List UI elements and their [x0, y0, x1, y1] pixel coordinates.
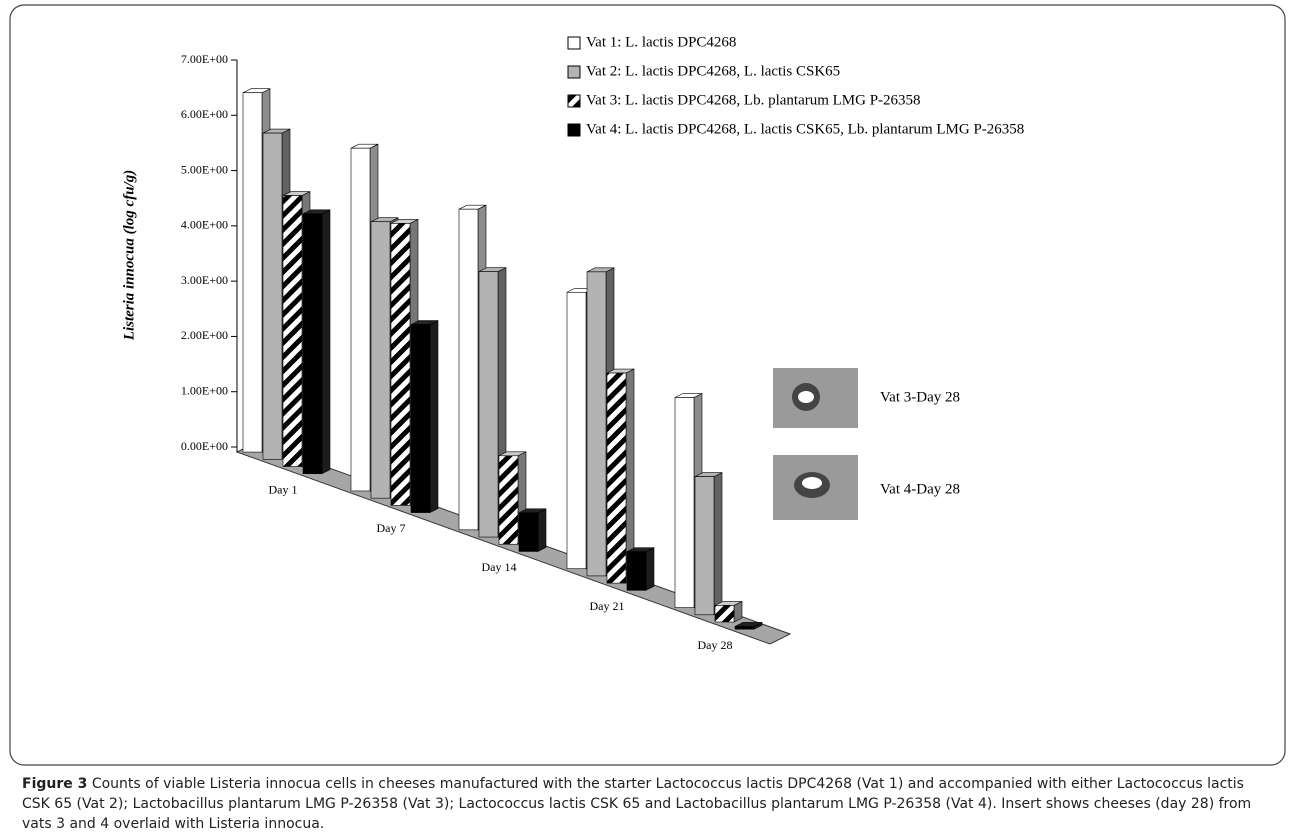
bar [734, 626, 755, 630]
annotation: Vat 4-Day 28 [880, 481, 960, 497]
legend-label: Vat 2: L. lactis DPC4268, L. lactis CSK6… [586, 63, 840, 79]
inset-1 [773, 368, 858, 428]
bar [458, 208, 479, 531]
legend-label: Vat 3: L. lactis DPC4268, Lb. plantarum … [586, 92, 921, 108]
y-tick-label: 5.00E+00 [181, 162, 228, 176]
y-axis-label: Listeria innocua (log cfu/g) [121, 170, 137, 341]
y-tick-label: 7.00E+00 [181, 52, 228, 66]
bar [242, 92, 263, 453]
bar [390, 223, 411, 506]
bar [478, 271, 499, 538]
bar-side [645, 547, 655, 591]
bar [626, 551, 647, 591]
bar-3d [626, 547, 655, 591]
y-tick-label: 1.00E+00 [181, 383, 228, 397]
y-tick-label: 4.00E+00 [181, 218, 228, 232]
bar [674, 397, 695, 608]
caption-label: Figure 3 [22, 776, 88, 792]
bar-3d [714, 600, 743, 623]
bar [586, 271, 607, 577]
bar-3d [518, 508, 547, 552]
x-tick-label: Day 14 [482, 560, 517, 574]
legend-swatch [567, 94, 581, 108]
bar-3d [302, 209, 331, 475]
bar [498, 455, 519, 545]
bar [694, 476, 715, 616]
bar [606, 372, 627, 584]
bar [370, 221, 391, 499]
x-tick-label: Day 7 [377, 521, 406, 535]
bar [282, 195, 303, 467]
y-tick-label: 2.00E+00 [181, 328, 228, 342]
bar [302, 213, 323, 474]
legend-label: Vat 4: L. lactis DPC4268, L. lactis CSK6… [586, 121, 1024, 137]
y-tick-label: 6.00E+00 [181, 107, 228, 121]
annotation: Vat 3-Day 28 [880, 389, 960, 405]
caption: Figure 3 Counts of viable Listeria innoc… [22, 774, 1272, 834]
bar-3d [694, 472, 723, 616]
legend-swatch [567, 65, 581, 79]
figure-frame [9, 4, 1286, 766]
inset-2 [773, 455, 858, 520]
bar-side [713, 472, 723, 616]
bar-3d [734, 621, 763, 630]
bar [262, 132, 283, 460]
chart: Listeria innocua (log cfu/g) Vat 3-Day 2… [9, 4, 1286, 766]
legend-label: Vat 1: L. lactis DPC4268 [586, 34, 736, 50]
legend-swatch [567, 123, 581, 137]
bar [714, 605, 735, 623]
bar [566, 291, 587, 570]
y-tick-label: 0.00E+00 [181, 439, 228, 453]
bar [410, 324, 431, 513]
bar-side [321, 209, 331, 475]
bar-side [429, 320, 439, 514]
legend-swatch [567, 36, 581, 50]
bar [518, 512, 539, 552]
x-tick-label: Day 28 [698, 638, 733, 652]
y-tick-label: 3.00E+00 [181, 273, 228, 287]
x-tick-label: Day 21 [590, 599, 625, 613]
bar [350, 147, 371, 492]
x-tick-label: Day 1 [269, 482, 298, 496]
bar-3d [410, 320, 439, 514]
caption-text: Counts of viable Listeria innocua cells … [22, 776, 1252, 832]
bar-side [537, 508, 547, 552]
